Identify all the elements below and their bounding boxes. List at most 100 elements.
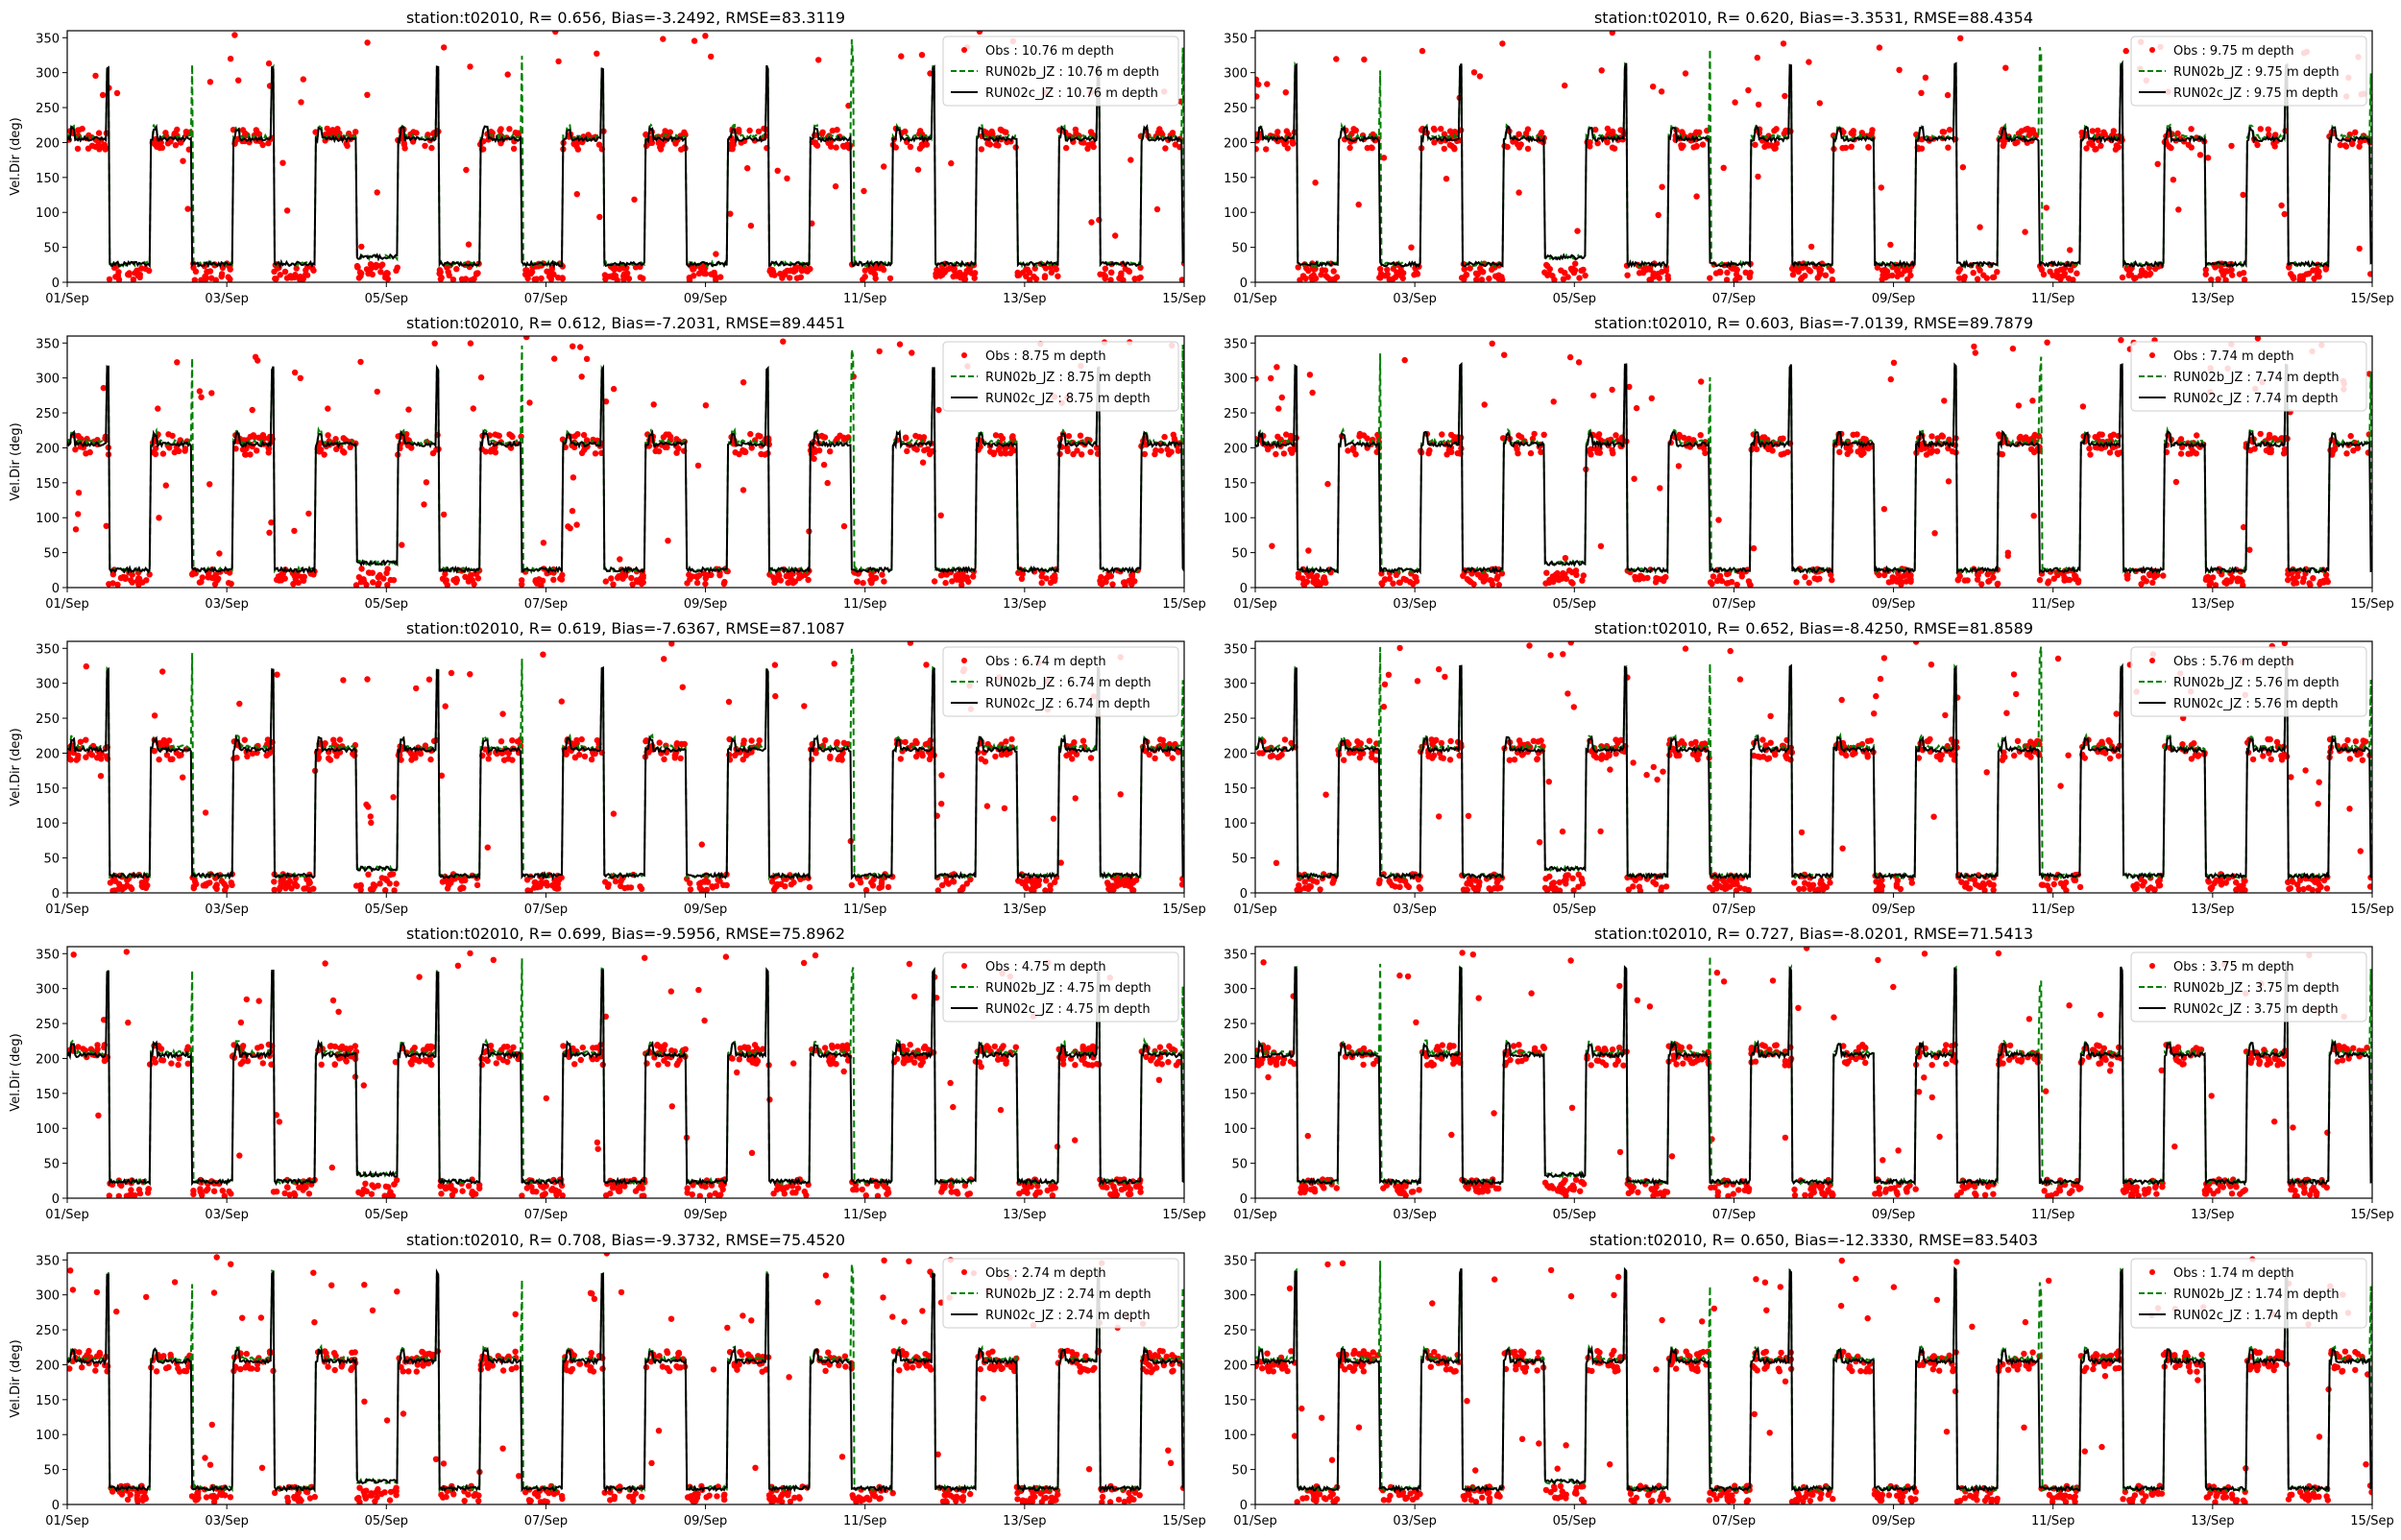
obs-point <box>534 276 540 281</box>
obs-point <box>544 1095 549 1101</box>
obs-point <box>1643 267 1649 273</box>
obs-point <box>1876 572 1881 578</box>
obs-point <box>1333 56 1339 61</box>
obs-point <box>1097 272 1103 277</box>
obs-point <box>550 577 556 583</box>
obs-point <box>584 356 590 362</box>
obs-point <box>1553 571 1559 577</box>
obs-point <box>198 395 204 400</box>
obs-point <box>1162 145 1168 151</box>
obs-point <box>2160 572 2166 578</box>
obs-point <box>265 140 271 146</box>
obs-point <box>1759 736 1765 742</box>
obs-point <box>741 737 747 743</box>
x-tick-label: 11/Sep <box>843 902 886 917</box>
x-tick-label: 11/Sep <box>2031 292 2074 306</box>
obs-point <box>2203 574 2209 580</box>
obs-point <box>2147 884 2153 890</box>
obs-point <box>784 176 789 181</box>
obs-point <box>294 265 300 271</box>
obs-point <box>1498 274 1504 279</box>
legend-entry: RUN02c_JZ : 6.74 m depth <box>985 697 1151 711</box>
obs-point <box>631 197 637 203</box>
obs-point <box>2087 451 2093 457</box>
obs-point <box>637 883 643 889</box>
x-tick-label: 09/Sep <box>1872 902 1915 917</box>
chart-panel-6: station:t02010, R= 0.652, Bias=-8.4250, … <box>1224 619 2394 917</box>
obs-point <box>732 753 738 758</box>
obs-point <box>1516 189 1521 195</box>
obs-point <box>1156 126 1162 132</box>
obs-point <box>873 575 879 581</box>
obs-point <box>724 882 730 888</box>
obs-point <box>858 879 863 885</box>
obs-point <box>1054 266 1059 272</box>
obs-point <box>840 435 846 441</box>
obs-point <box>1894 883 1900 889</box>
x-tick-label: 05/Sep <box>365 1208 408 1222</box>
obs-point <box>292 1192 298 1198</box>
obs-point <box>1802 574 1807 580</box>
obs-point <box>1354 738 1360 744</box>
x-tick-label: 05/Sep <box>1553 292 1596 306</box>
obs-point <box>204 269 209 275</box>
obs-point <box>364 92 370 98</box>
obs-point <box>2090 128 2096 133</box>
obs-point <box>466 241 472 247</box>
obs-point <box>174 127 180 132</box>
obs-point <box>228 56 233 61</box>
obs-point <box>291 528 297 534</box>
obs-point <box>799 268 805 274</box>
obs-point <box>1829 268 1834 274</box>
obs-point <box>1103 266 1108 272</box>
obs-point <box>1473 271 1479 277</box>
obs-point <box>247 451 253 457</box>
obs-point <box>1710 887 1715 893</box>
y-axis-label: Vel.Dir (deg) <box>9 1033 23 1111</box>
obs-point <box>1470 885 1476 891</box>
obs-point <box>366 569 372 575</box>
obs-point <box>98 773 104 779</box>
obs-point <box>1264 81 1270 86</box>
obs-point <box>833 144 838 150</box>
obs-point <box>459 1188 465 1193</box>
obs-point <box>1152 447 1158 453</box>
obs-point <box>827 756 833 761</box>
obs-point <box>1542 885 1548 891</box>
obs-point <box>1661 578 1666 584</box>
obs-point <box>259 142 265 148</box>
obs-point <box>499 710 505 716</box>
x-tick-label: 09/Sep <box>684 597 727 612</box>
obs-point <box>1425 450 1431 456</box>
obs-point <box>908 144 913 150</box>
obs-point <box>268 519 274 525</box>
obs-point <box>118 575 124 581</box>
obs-point <box>301 76 306 82</box>
obs-point <box>1402 357 1408 363</box>
obs-point <box>214 881 220 887</box>
obs-point <box>2316 780 2322 785</box>
obs-point <box>1465 887 1470 893</box>
obs-point <box>2310 575 2316 581</box>
obs-point <box>1599 67 1605 73</box>
obs-point <box>602 878 608 884</box>
x-tick-label: 09/Sep <box>1872 292 1915 306</box>
x-tick-label: 03/Sep <box>1393 597 1436 612</box>
obs-point <box>408 757 414 762</box>
obs-point <box>2260 753 2266 758</box>
y-tick-label: 50 <box>43 242 60 256</box>
obs-point <box>2002 65 2008 71</box>
obs-point <box>426 677 432 683</box>
y-tick-label: 200 <box>36 136 60 151</box>
obs-point <box>1865 144 1871 150</box>
obs-point <box>1928 662 1934 667</box>
obs-point <box>1755 55 1760 60</box>
obs-point <box>1771 128 1777 133</box>
obs-point <box>1649 396 1655 401</box>
obs-point <box>699 841 705 847</box>
obs-point <box>702 581 708 587</box>
obs-point <box>570 508 575 514</box>
obs-point <box>1637 270 1642 276</box>
obs-point <box>441 44 447 50</box>
obs-point <box>197 388 203 394</box>
